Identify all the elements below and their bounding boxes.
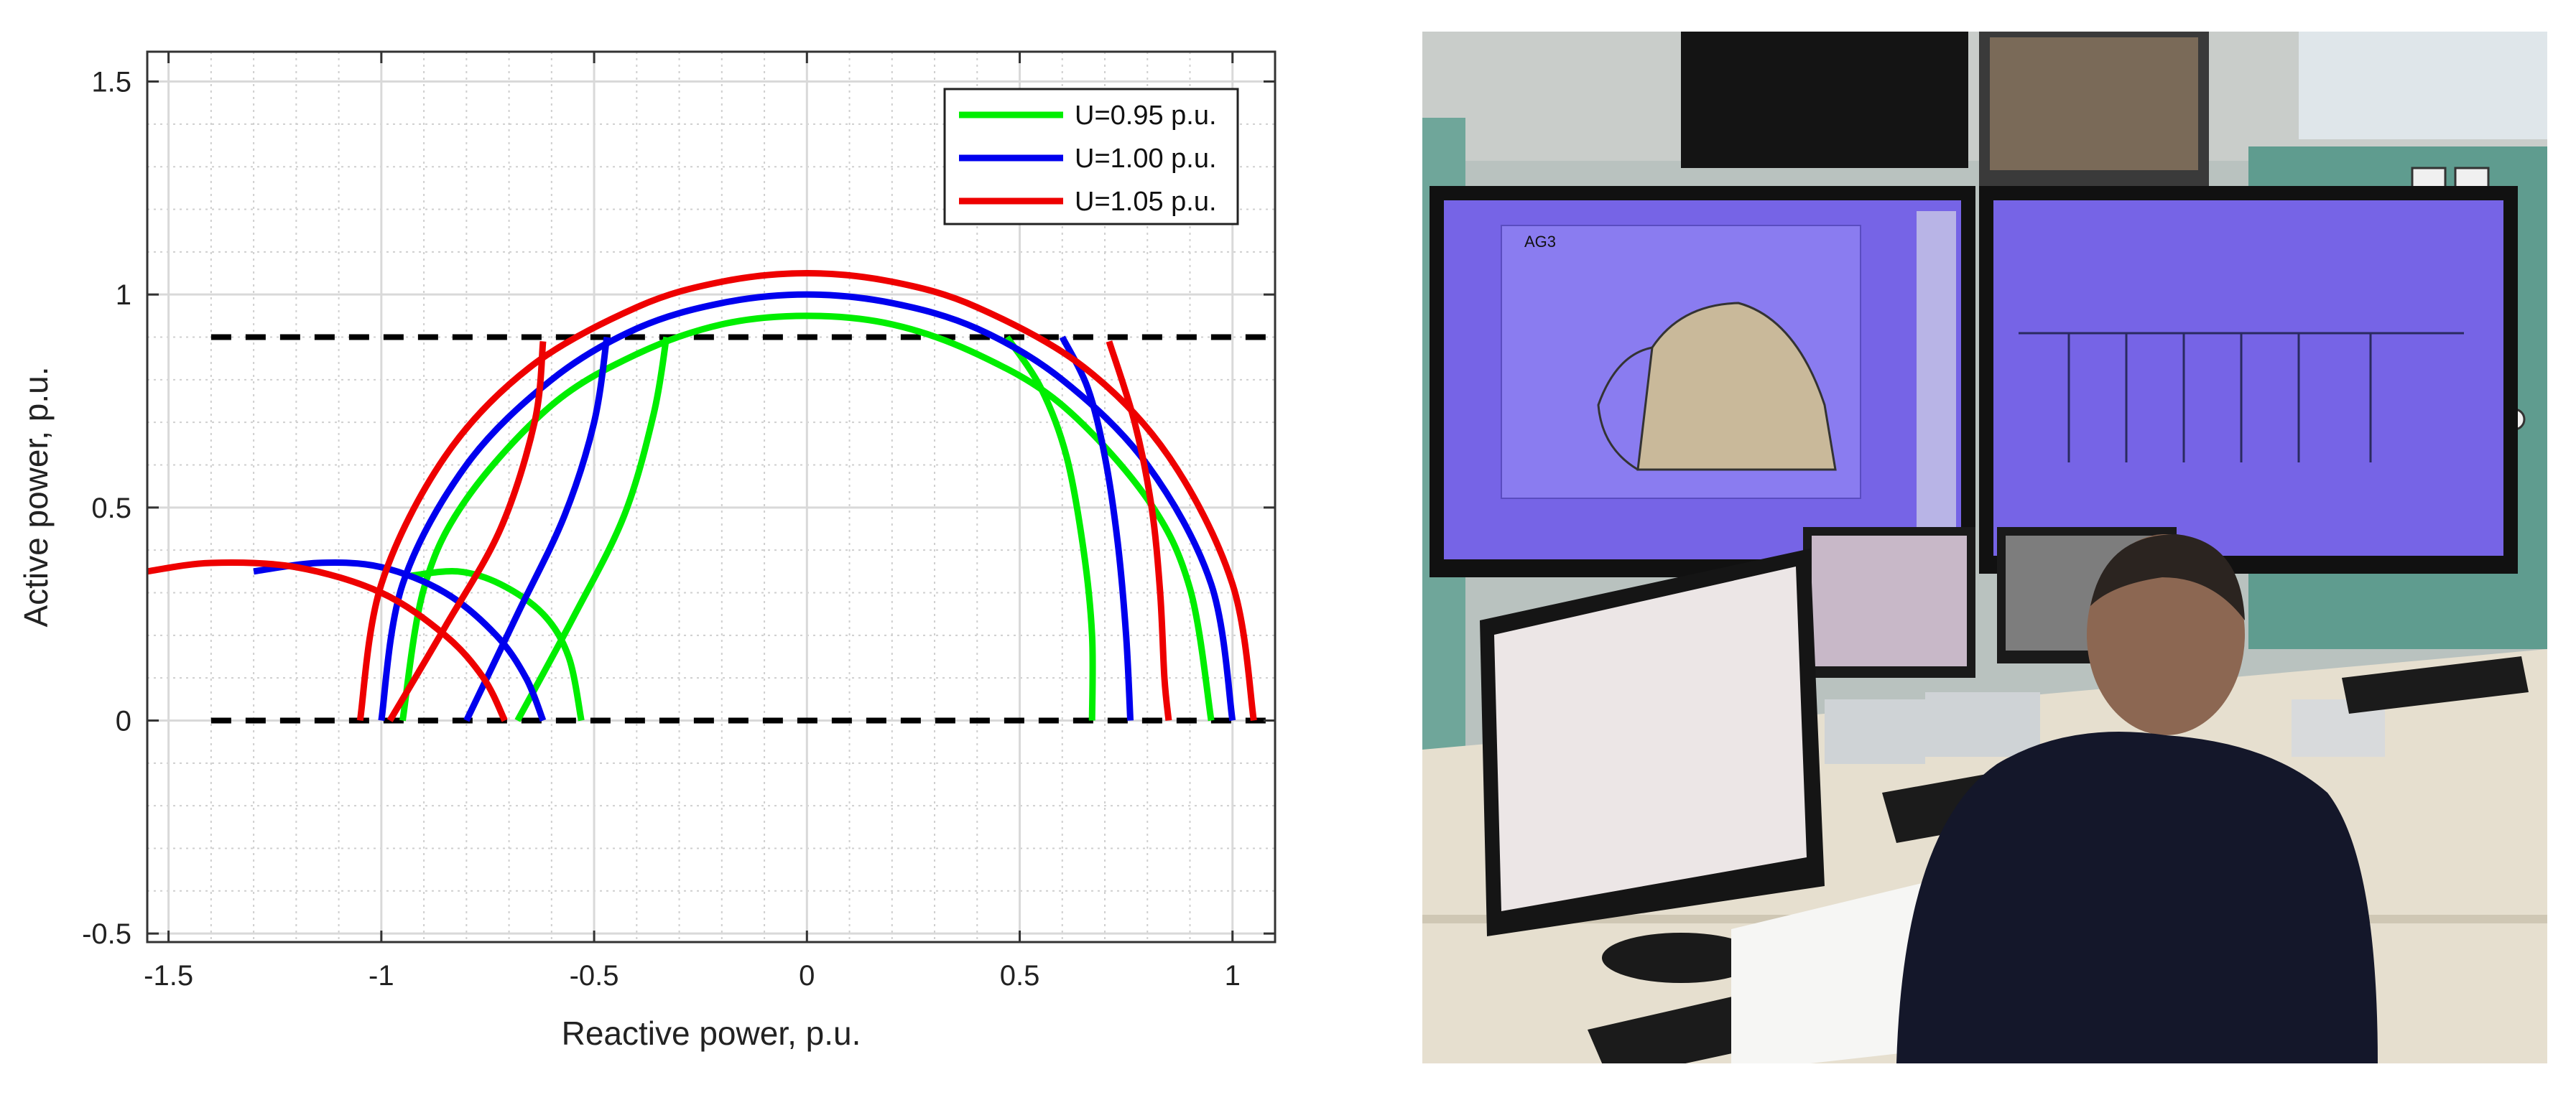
legend-label: U=1.00 p.u. bbox=[1075, 144, 1217, 174]
x-tick-label: -0.5 bbox=[570, 960, 619, 992]
curve-rotor bbox=[1106, 340, 1172, 721]
x-tick-label: 0.5 bbox=[1000, 960, 1040, 992]
curve-stator-circle bbox=[378, 291, 1236, 722]
legend: U=0.95 p.u. U=1.00 p.u. U=1.05 p.u. bbox=[943, 88, 1239, 225]
y-tick-label: 1.5 bbox=[91, 67, 131, 98]
capability-shape bbox=[1636, 302, 1837, 471]
operator-hair bbox=[2090, 534, 2245, 620]
samsung-screen bbox=[1494, 567, 1807, 911]
x-tick-label: 0 bbox=[799, 960, 815, 992]
x-tick-label: 1 bbox=[1225, 960, 1241, 992]
capability-shape-left bbox=[1597, 346, 1653, 471]
curve-rotor bbox=[1004, 335, 1096, 721]
desk-phone bbox=[1825, 699, 1925, 764]
monitor-stand bbox=[1602, 933, 1760, 983]
pq-capability-chart: -1.5 -1 -0.5 0 0.5 1 -0.5 0 0.5 1 1.5 Reactive po… bbox=[17, 50, 1277, 1052]
schematic-lines bbox=[2019, 332, 2464, 462]
y-tick-labels: -0.5 0 0.5 1 1.5 bbox=[82, 67, 131, 951]
curve-stability bbox=[147, 559, 508, 722]
series-u-1-05-p-u- bbox=[147, 270, 1257, 722]
series-u-1-00-p-u- bbox=[253, 291, 1236, 722]
x-tick-label: -1 bbox=[369, 960, 394, 992]
keyboard bbox=[2342, 656, 2529, 714]
monitor-label: AG3 bbox=[1524, 233, 1556, 251]
camera-view bbox=[1990, 37, 2198, 170]
curve-stability bbox=[253, 559, 547, 722]
screen-side-panel bbox=[1917, 211, 1956, 549]
top-monitor-dark bbox=[1681, 32, 1968, 168]
curve-end-region bbox=[386, 340, 547, 722]
control-room-illustration: AG3 bbox=[1422, 32, 2547, 1063]
y-axis-label: Active power, p.u. bbox=[17, 366, 55, 627]
control-room-photo: AG3 bbox=[1422, 32, 2547, 1063]
legend-label: U=1.05 p.u. bbox=[1075, 187, 1217, 217]
y-tick-label: 1 bbox=[116, 279, 131, 311]
curve-end-region bbox=[514, 336, 670, 722]
small-monitor-center-screen bbox=[1812, 536, 1967, 666]
curve-stator-circle bbox=[356, 270, 1257, 722]
series-group bbox=[147, 270, 1257, 722]
desk-phone bbox=[1925, 692, 2040, 757]
x-tick-labels: -1.5 -1 -0.5 0 0.5 1 bbox=[144, 960, 1241, 992]
plot-frame bbox=[146, 50, 1277, 943]
operator-body bbox=[1896, 732, 2378, 1063]
curve-rotor bbox=[1059, 335, 1134, 721]
y-tick-label: 0 bbox=[116, 705, 131, 737]
curve-end-region bbox=[463, 336, 611, 722]
x-tick-label: -1.5 bbox=[144, 960, 193, 992]
monitor-screen-right bbox=[1993, 200, 2503, 556]
window-light bbox=[2299, 32, 2547, 139]
y-tick-label: -0.5 bbox=[82, 918, 131, 950]
x-axis-label: Reactive power, p.u. bbox=[562, 1015, 861, 1052]
legend-label: U=0.95 p.u. bbox=[1075, 101, 1217, 131]
curve-stability bbox=[410, 567, 585, 722]
limit-lines bbox=[210, 334, 1275, 724]
y-tick-label: 0.5 bbox=[91, 493, 131, 524]
axis-ticks bbox=[147, 52, 1275, 942]
